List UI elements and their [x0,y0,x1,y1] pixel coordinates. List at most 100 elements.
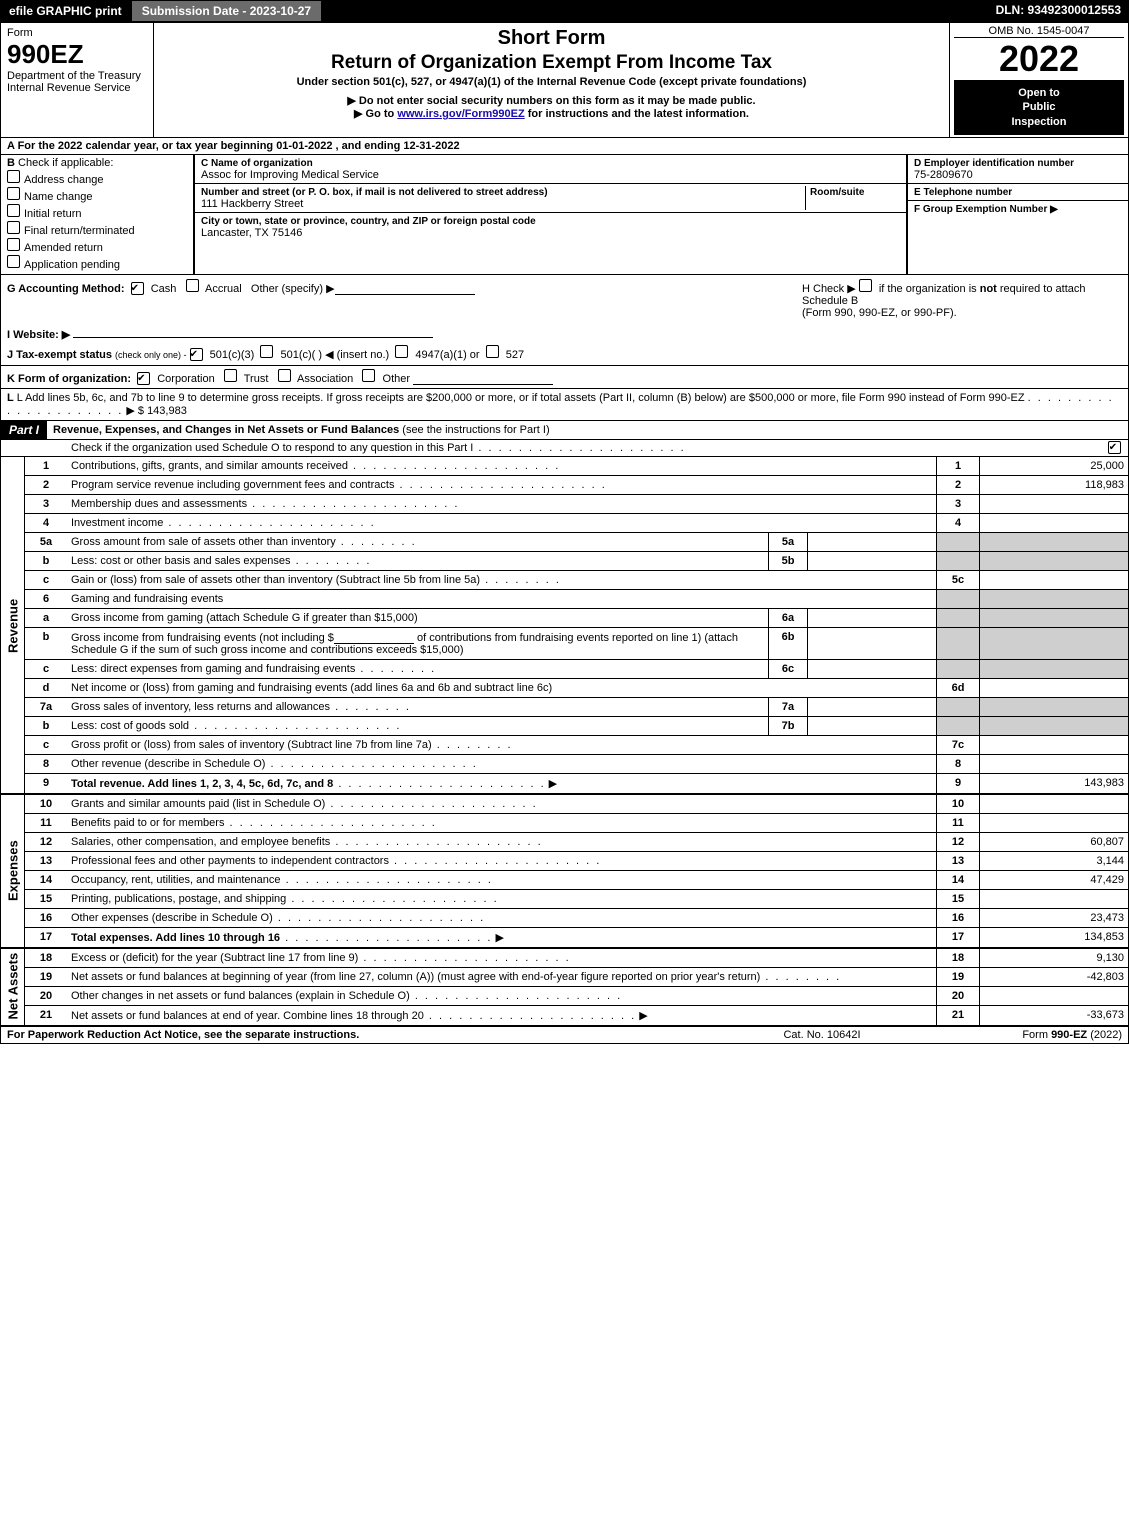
table-row: Expenses 10 Grants and similar amounts p… [1,794,1129,814]
vert-expenses: Expenses [1,794,25,948]
k-other: Other [383,373,411,385]
row-desc: Gross sales of inventory, less returns a… [71,701,330,713]
mid-val [808,716,937,735]
chk-label: Name change [24,191,93,203]
chk-name-change[interactable]: Name change [7,187,187,203]
city-value: Lancaster, TX 75146 [201,227,302,239]
right-num: 9 [937,773,980,794]
table-row: 6 Gaming and fundraising events [1,589,1129,608]
chk-other-org[interactable] [362,369,375,382]
row-desc: Less: direct expenses from gaming and fu… [71,663,355,675]
room-label: Room/suite [810,187,864,198]
chk-amended-return[interactable]: Amended return [7,238,187,254]
right-val: -33,673 [980,1005,1129,1025]
k-other-blank[interactable] [413,372,553,385]
row-desc: Gross income from gaming (attach Schedul… [67,608,769,627]
website-blank[interactable] [73,325,433,338]
h-text4: (Form 990, 990-EZ, or 990-PF). [802,307,957,319]
g-other-blank[interactable] [335,282,475,295]
footer-catno: Cat. No. 10642I [722,1029,922,1041]
right-val-shaded [980,627,1129,659]
footer-bar: For Paperwork Reduction Act Notice, see … [0,1026,1129,1044]
k-corp: Corporation [157,373,214,385]
right-num-shaded [937,716,980,735]
table-row: b Gross income from fundraising events (… [1,627,1129,659]
row-desc: Occupancy, rent, utilities, and maintena… [71,874,281,886]
chk-association[interactable] [278,369,291,382]
l-amount: 143,983 [147,405,187,417]
table-row: 9 Total revenue. Add lines 1, 2, 3, 4, 5… [1,773,1129,794]
chk-cash[interactable] [131,282,144,295]
chk-label: Amended return [24,242,103,254]
irs-label: Internal Revenue Service [7,82,147,94]
right-val: 118,983 [980,475,1129,494]
chk-accrual[interactable] [186,279,199,292]
l-amount-label: ▶ $ [126,405,144,417]
footer-right: Form 990-EZ (2022) [922,1029,1122,1041]
right-num: 8 [937,754,980,773]
table-row: 12 Salaries, other compensation, and emp… [1,832,1129,851]
h-not: not [980,283,997,295]
right-val-shaded [980,697,1129,716]
row-desc: Gross amount from sale of assets other t… [71,536,336,548]
right-val: 143,983 [980,773,1129,794]
part1-check-row: Check if the organization used Schedule … [0,440,1129,457]
chk-501c[interactable] [260,345,273,358]
chk-trust[interactable] [224,369,237,382]
row-desc: Printing, publications, postage, and shi… [71,893,286,905]
h-text1: H Check ▶ [802,283,859,295]
table-row: 17 Total expenses. Add lines 10 through … [1,927,1129,948]
row-desc: Program service revenue including govern… [71,479,394,491]
g-h-block: G Accounting Method: Cash Accrual Other … [0,275,1129,366]
right-num: 1 [937,457,980,476]
right-num: 3 [937,494,980,513]
row-desc: Total revenue. Add lines 1, 2, 3, 4, 5c,… [71,778,333,790]
mid-num: 7a [769,697,808,716]
table-row: b Less: cost or other basis and sales ex… [1,551,1129,570]
city-row: City or town, state or province, country… [195,213,906,241]
chk-corporation[interactable] [137,372,150,385]
chk-label: Address change [24,174,104,186]
table-row: a Gross income from gaming (attach Sched… [1,608,1129,627]
right-val [980,889,1129,908]
box-bcd: B Check if applicable: Address change Na… [0,155,1129,275]
right-num-shaded [937,589,980,608]
e-label: E Telephone number [914,187,1012,198]
chk-501c3[interactable] [190,348,203,361]
chk-address-change[interactable]: Address change [7,170,187,186]
mid-val [808,551,937,570]
table-row: d Net income or (loss) from gaming and f… [1,678,1129,697]
right-num: 4 [937,513,980,532]
submission-date-button[interactable]: Submission Date - 2023-10-27 [131,0,322,22]
right-num: 16 [937,908,980,927]
table-row: Revenue 1 Contributions, gifts, grants, … [1,457,1129,476]
j-opt3: 4947(a)(1) or [415,349,479,361]
row-num: 1 [25,457,68,476]
chk-527[interactable] [486,345,499,358]
chk-final-return[interactable]: Final return/terminated [7,221,187,237]
efile-print-button[interactable]: efile GRAPHIC print [0,0,131,22]
street-row: Number and street (or P. O. box, if mail… [195,184,906,213]
row-num: 3 [25,494,68,513]
col-def: D Employer identification number 75-2809… [906,155,1128,274]
table-row: 21 Net assets or fund balances at end of… [1,1005,1129,1025]
chk-application-pending[interactable]: Application pending [7,255,187,271]
chk-schedule-o[interactable] [1108,441,1121,454]
right-num: 5c [937,570,980,589]
top-bar: efile GRAPHIC print Submission Date - 20… [0,0,1129,23]
row-num: 7a [25,697,68,716]
chk-schedule-b[interactable] [859,279,872,292]
right-val-shaded [980,589,1129,608]
f-label: F Group Exemption Number ▶ [914,204,1058,215]
irs-link[interactable]: www.irs.gov/Form990EZ [397,108,524,120]
right-num: 19 [937,967,980,986]
row-desc: Gross profit or (loss) from sales of inv… [71,739,432,751]
table-row: 4 Investment income 4 [1,513,1129,532]
row-desc: Gross income from fundraising events (no… [67,627,769,659]
chk-initial-return[interactable]: Initial return [7,204,187,220]
row-desc: Other expenses (describe in Schedule O) [71,912,273,924]
chk-4947[interactable] [395,345,408,358]
return-title: Return of Organization Exempt From Incom… [162,52,941,74]
row-desc: Total expenses. Add lines 10 through 16 [71,932,280,944]
right-val-shaded [980,608,1129,627]
